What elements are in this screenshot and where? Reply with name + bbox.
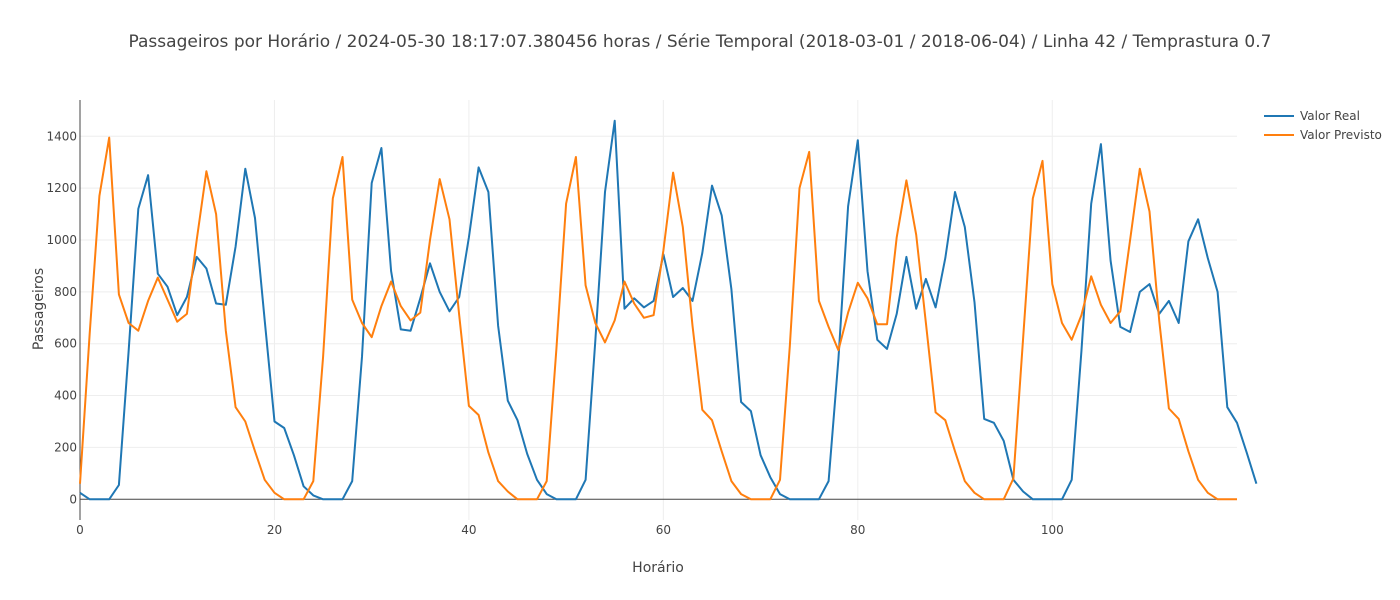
series-line-valor-previsto[interactable] bbox=[79, 136, 1237, 501]
y-tick-label: 1400 bbox=[46, 129, 77, 143]
y-tick-label: 0 bbox=[69, 492, 77, 506]
x-axis-label: Horário bbox=[632, 560, 684, 576]
x-tick-label: 80 bbox=[850, 523, 865, 537]
x-tick-label: 100 bbox=[1041, 523, 1064, 537]
y-tick-label: 600 bbox=[54, 337, 77, 351]
legend-swatch-previsto bbox=[1264, 133, 1294, 136]
y-tick-label: 400 bbox=[54, 389, 77, 403]
legend-label-previsto: Valor Previsto bbox=[1300, 127, 1382, 142]
x-tick-label: 0 bbox=[76, 523, 84, 537]
x-tick-label: 40 bbox=[461, 523, 476, 537]
legend-item-previsto[interactable]: Valor Previsto bbox=[1264, 125, 1382, 144]
y-tick-label: 1200 bbox=[46, 181, 77, 195]
chart-title: Passageiros por Horário / 2024-05-30 18:… bbox=[128, 32, 1272, 52]
x-tick-label: 60 bbox=[656, 523, 671, 537]
y-axis-label: Passageiros bbox=[31, 268, 47, 350]
x-tick-label: 20 bbox=[267, 523, 282, 537]
series-lines bbox=[79, 119, 1258, 501]
legend-item-real[interactable]: Valor Real bbox=[1264, 106, 1382, 125]
y-tick-label: 1000 bbox=[46, 233, 77, 247]
series-line-valor-real[interactable] bbox=[79, 119, 1258, 501]
grid-lines bbox=[80, 100, 1237, 520]
legend-swatch-real bbox=[1264, 114, 1294, 117]
y-tick-label: 200 bbox=[54, 440, 77, 454]
y-tick-label: 800 bbox=[54, 285, 77, 299]
tick-labels: 0 200 400 600 800 1000 1200 1400 0 20 40 60 80 100 bbox=[46, 129, 1063, 537]
legend-label-real: Valor Real bbox=[1300, 108, 1360, 123]
axes bbox=[79, 100, 1237, 520]
legend[interactable]: Valor Real Valor Previsto bbox=[1264, 106, 1382, 144]
